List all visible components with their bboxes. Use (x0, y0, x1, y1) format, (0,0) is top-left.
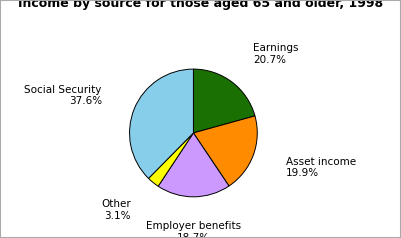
Text: Earnings
20.7%: Earnings 20.7% (253, 43, 299, 65)
Title: Income by source for those aged 65 and older, 1998: Income by source for those aged 65 and o… (18, 0, 383, 10)
Wedge shape (193, 69, 255, 133)
Wedge shape (148, 133, 193, 186)
Text: Asset income
19.9%: Asset income 19.9% (286, 157, 356, 178)
Wedge shape (158, 133, 229, 197)
Text: Other
3.1%: Other 3.1% (101, 199, 131, 221)
Text: Employer benefits
18.7%: Employer benefits 18.7% (146, 221, 241, 238)
Wedge shape (130, 69, 193, 178)
Wedge shape (193, 116, 257, 186)
Text: Social Security
37.6%: Social Security 37.6% (24, 84, 102, 106)
